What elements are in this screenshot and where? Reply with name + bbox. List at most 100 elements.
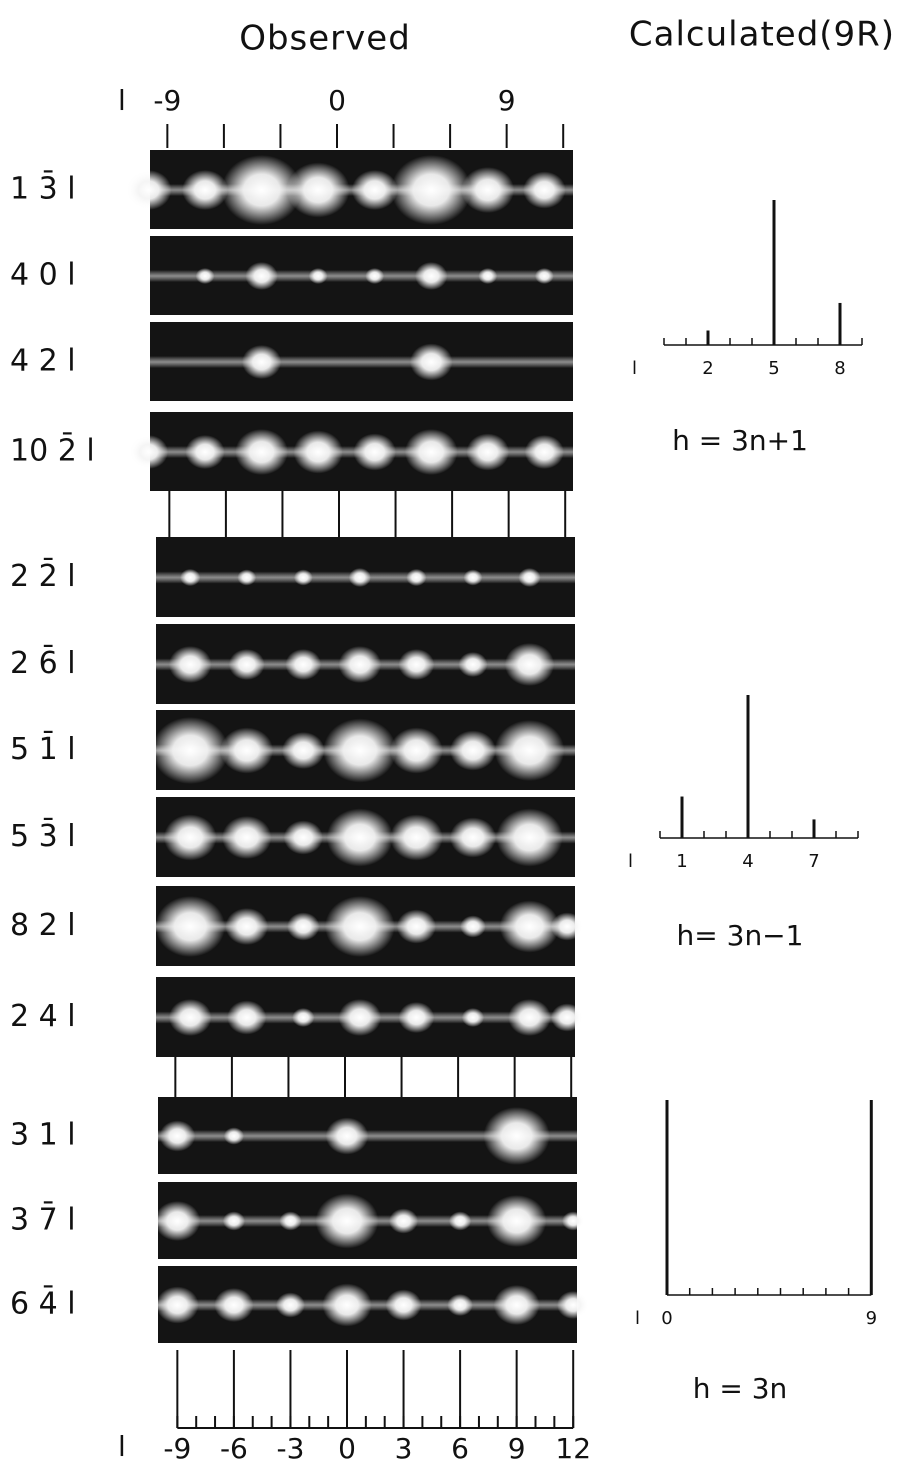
spot <box>286 162 350 218</box>
spot <box>163 814 217 861</box>
spot <box>156 1286 199 1324</box>
spot <box>154 1201 201 1241</box>
row-label: 2 4 l <box>10 999 76 1034</box>
row-label: 4 2 l <box>10 344 76 379</box>
spot <box>195 268 215 284</box>
spot <box>551 1003 584 1032</box>
axis-label: l <box>632 358 637 379</box>
spot <box>326 808 394 867</box>
tick-label: -3 <box>276 1432 304 1465</box>
row-label: 3 1 l <box>10 1118 76 1153</box>
spot <box>235 429 288 475</box>
spot <box>496 808 563 867</box>
spot <box>222 1211 245 1231</box>
spot <box>275 1292 305 1318</box>
spot <box>404 429 458 475</box>
spot <box>463 569 483 586</box>
spot <box>458 652 488 677</box>
spot <box>478 268 498 284</box>
spot <box>557 1291 590 1319</box>
tick-label: 1 <box>676 851 687 872</box>
axis-label: l <box>118 84 126 117</box>
spot <box>285 649 322 680</box>
spot <box>245 262 278 290</box>
tick-label: 4 <box>742 851 753 872</box>
spot <box>227 1000 267 1035</box>
spot <box>518 568 541 587</box>
row-label: 10 2̄ l <box>10 432 95 468</box>
tick-label: 5 <box>768 358 779 379</box>
spot <box>180 568 201 587</box>
spot <box>398 649 435 680</box>
spot <box>449 817 496 858</box>
spot <box>151 717 229 784</box>
spot <box>221 155 302 225</box>
spot <box>391 155 472 225</box>
row-label: 5 3̄ l <box>10 818 76 854</box>
tick-label: -9 <box>153 84 181 117</box>
spot <box>390 727 443 774</box>
row-label: 2 6̄ l <box>10 645 76 681</box>
tick-label: 0 <box>338 1432 356 1465</box>
spot <box>283 820 323 855</box>
spot <box>220 727 274 774</box>
spot <box>406 568 427 587</box>
spot <box>155 896 226 957</box>
tick-label: -6 <box>220 1432 248 1465</box>
spot <box>322 1283 372 1327</box>
tick-label: 3 <box>395 1432 413 1465</box>
spot <box>494 720 565 781</box>
tick-label: 2 <box>702 358 713 379</box>
tick-label: 9 <box>866 1308 877 1329</box>
row-label: 2 2̄ l <box>10 558 76 594</box>
spot <box>315 1193 379 1249</box>
spot <box>415 262 448 290</box>
spot <box>225 908 269 945</box>
spot <box>562 1211 585 1231</box>
axis-label: l <box>635 1308 640 1329</box>
spot <box>325 1117 369 1155</box>
row-label: 1 3̄ l <box>10 170 76 206</box>
spot <box>293 569 313 586</box>
spot <box>338 646 382 683</box>
spot <box>323 718 397 783</box>
spot <box>168 999 212 1036</box>
tick-label: 6 <box>451 1432 469 1465</box>
tick-label: 12 <box>555 1432 591 1465</box>
spot <box>351 170 398 210</box>
spot <box>182 170 229 210</box>
spot <box>348 568 371 587</box>
spot <box>396 909 436 944</box>
spot <box>237 569 257 586</box>
caption: h = 3n <box>693 1372 788 1405</box>
axis-label: l <box>628 851 633 872</box>
spot <box>409 343 453 381</box>
tick-label: -9 <box>163 1432 191 1465</box>
calculated-header: Calculated(9R) <box>629 15 895 55</box>
tick-label: 9 <box>498 84 516 117</box>
spot <box>168 646 212 683</box>
spot <box>493 1285 540 1325</box>
spot <box>534 268 554 284</box>
spot <box>279 1211 302 1231</box>
streak <box>150 356 573 368</box>
spot <box>324 896 395 957</box>
spot <box>385 1289 422 1321</box>
row-label: 5 1̄ l <box>10 731 76 767</box>
row-label: 8 2 l <box>10 908 76 943</box>
spot <box>125 170 172 210</box>
spot <box>282 732 325 769</box>
caption: h = 3n+1 <box>672 424 808 457</box>
row-label: 3 7̄ l <box>10 1201 76 1237</box>
spot <box>504 643 555 686</box>
spot <box>466 433 510 471</box>
observed-header: Observed <box>239 19 411 59</box>
tick-label: 8 <box>834 358 845 379</box>
row-label: 6 4̄ l <box>10 1285 76 1321</box>
spot <box>365 268 385 284</box>
spot <box>523 171 566 209</box>
spot <box>223 1127 244 1145</box>
spot <box>292 1008 315 1027</box>
spot <box>353 433 397 471</box>
